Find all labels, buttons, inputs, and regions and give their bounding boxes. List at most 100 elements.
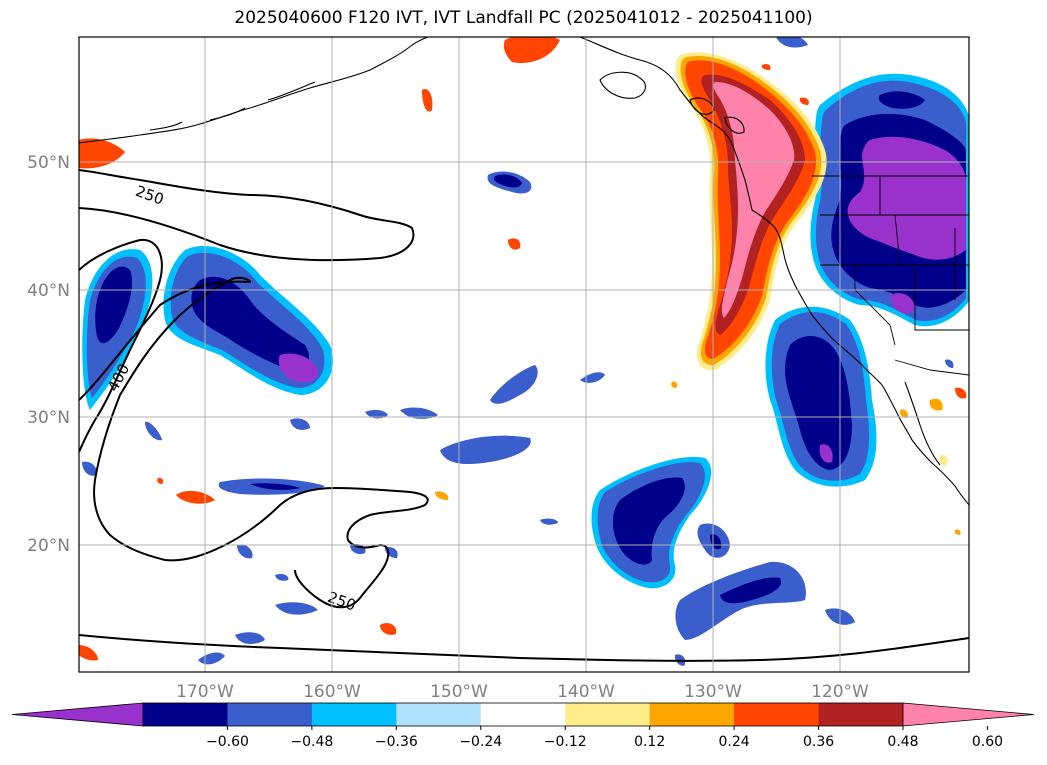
- colorbar-tick-label: −0.36: [375, 734, 418, 750]
- positive-region: [955, 387, 967, 399]
- colorbar-tick-label: −0.12: [544, 734, 587, 750]
- negative-region: [275, 602, 318, 615]
- political-borders: [812, 175, 969, 376]
- negative-region: [890, 293, 915, 314]
- positive-region: [929, 398, 943, 411]
- negative-region: [612, 477, 685, 565]
- positive-region: [671, 381, 678, 388]
- bc-coast: [751, 209, 883, 386]
- alaska-coast: [79, 37, 429, 144]
- negative-region: [490, 365, 538, 404]
- negative-region: [440, 435, 531, 465]
- negative-region: [82, 461, 98, 476]
- mexico-border: [894, 359, 969, 376]
- state-border: [854, 265, 896, 346]
- negative-region: [540, 518, 558, 525]
- alaska-coast: [149, 81, 316, 131]
- negative-region: [493, 174, 522, 188]
- negative-region: [847, 136, 966, 260]
- negative-region: [250, 483, 300, 490]
- map-title: 2025040600 F120 IVT, IVT Landfall PC (20…: [234, 8, 813, 28]
- colorbar-extend-max: [902, 702, 1035, 727]
- lon-label: 120°W: [811, 682, 869, 702]
- lat-label: 20°N: [27, 536, 70, 556]
- negative-region: [365, 409, 388, 419]
- lon-label: 150°W: [430, 682, 488, 702]
- colorbar-segment: [649, 703, 735, 726]
- contour-250-south: [79, 634, 969, 662]
- colorbar-segment: [227, 703, 313, 726]
- colorbar-segment: [480, 703, 566, 726]
- map-canvas: 250 400 250: [79, 37, 969, 672]
- negative-region: [235, 632, 265, 645]
- colorbar-tick-label: −0.24: [459, 734, 502, 750]
- negative-region: [278, 353, 318, 383]
- negative-region: [819, 444, 833, 463]
- positive-region: [380, 623, 397, 635]
- colorbar-segment: [818, 703, 904, 726]
- coastlines: [79, 37, 969, 506]
- lon-label: 160°W: [303, 682, 361, 702]
- colorbar-tick-label: 0.12: [634, 734, 665, 750]
- positive-region: [939, 454, 948, 466]
- alaska-panhandle: [579, 37, 753, 211]
- negative-region: [275, 573, 289, 581]
- negative-region: [776, 37, 808, 48]
- positive-region: [954, 529, 961, 535]
- colorbar-tick-label: −0.48: [290, 734, 333, 750]
- positive-region: [508, 238, 521, 250]
- ivt-contours: [79, 169, 969, 662]
- positive-region: [79, 645, 98, 661]
- colorbar-segment: [565, 703, 651, 726]
- contour-250-north: [79, 169, 415, 262]
- positive-region: [713, 82, 795, 318]
- negative-ivt-regions: [82, 37, 969, 666]
- colorbar-extend-min: [11, 702, 144, 727]
- baja-coast: [881, 384, 969, 506]
- positive-ivt-regions: [79, 37, 967, 661]
- negative-region: [290, 418, 310, 430]
- latitude-labels: 50°N 40°N 30°N 20°N: [27, 153, 70, 556]
- colorbar-tick-label: 0.24: [719, 734, 750, 750]
- negative-region: [400, 407, 438, 419]
- islands: [724, 116, 745, 134]
- lon-label: 140°W: [557, 682, 615, 702]
- negative-region: [95, 266, 133, 344]
- positive-region: [422, 89, 433, 112]
- longitude-labels: 170°W 160°W 150°W 140°W 130°W 120°W: [176, 682, 869, 702]
- islands: [689, 97, 715, 115]
- positive-region: [761, 63, 771, 70]
- lat-label: 30°N: [27, 408, 70, 428]
- lon-label: 130°W: [684, 682, 742, 702]
- positive-region: [799, 97, 809, 105]
- colorbar-tick-label: 0.48: [887, 734, 918, 750]
- negative-region: [878, 91, 925, 109]
- contour-400: [79, 238, 163, 453]
- negative-region: [191, 276, 310, 371]
- islands: [599, 71, 646, 99]
- lon-label: 170°W: [176, 682, 234, 702]
- lat-label: 50°N: [27, 153, 70, 173]
- negative-region: [945, 359, 954, 368]
- colorbar-segment: [311, 703, 397, 726]
- negative-region: [237, 544, 253, 559]
- negative-region: [785, 335, 852, 470]
- baja-inner: [904, 381, 941, 466]
- colorbar: [11, 702, 1035, 727]
- gridlines: [79, 37, 969, 672]
- positive-region: [157, 477, 164, 484]
- colorbar-tick-label: 0.60: [972, 734, 1003, 750]
- state-border: [879, 176, 901, 266]
- colorbar-segment: [734, 703, 820, 726]
- positive-region: [899, 409, 908, 418]
- lat-label: 40°N: [27, 281, 70, 301]
- colorbar-tick-label: 0.36: [803, 734, 834, 750]
- colorbar-segment: [143, 703, 228, 726]
- negative-region: [720, 577, 781, 604]
- map-frame: [78, 36, 970, 673]
- positive-region: [435, 491, 449, 500]
- state-border: [914, 265, 969, 331]
- colorbar-tick-label: −0.60: [206, 734, 249, 750]
- contour-250-west: [79, 276, 429, 609]
